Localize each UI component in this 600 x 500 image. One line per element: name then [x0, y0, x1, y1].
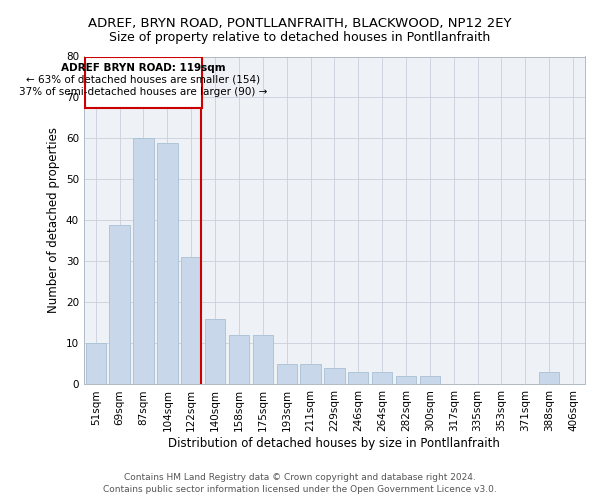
Text: Contains HM Land Registry data © Crown copyright and database right 2024.
Contai: Contains HM Land Registry data © Crown c…	[103, 472, 497, 494]
Bar	[324, 368, 344, 384]
Text: 37% of semi-detached houses are larger (90) →: 37% of semi-detached houses are larger (…	[19, 87, 268, 97]
Bar	[229, 336, 249, 384]
Bar	[301, 364, 320, 384]
Bar	[133, 138, 154, 384]
Text: Size of property relative to detached houses in Pontllanfraith: Size of property relative to detached ho…	[109, 31, 491, 44]
Bar	[348, 372, 368, 384]
Bar	[253, 336, 273, 384]
Bar	[539, 372, 559, 384]
X-axis label: Distribution of detached houses by size in Pontllanfraith: Distribution of detached houses by size …	[169, 437, 500, 450]
Bar	[277, 364, 297, 384]
Bar	[86, 344, 106, 384]
Text: ADREF, BRYN ROAD, PONTLLANFRAITH, BLACKWOOD, NP12 2EY: ADREF, BRYN ROAD, PONTLLANFRAITH, BLACKW…	[88, 18, 512, 30]
Y-axis label: Number of detached properties: Number of detached properties	[47, 128, 60, 314]
Bar	[181, 258, 202, 384]
Bar	[372, 372, 392, 384]
Bar	[85, 58, 202, 108]
Text: ADREF BRYN ROAD: 119sqm: ADREF BRYN ROAD: 119sqm	[61, 62, 226, 72]
Bar	[396, 376, 416, 384]
Bar	[205, 319, 225, 384]
Bar	[157, 142, 178, 384]
Text: ← 63% of detached houses are smaller (154): ← 63% of detached houses are smaller (15…	[26, 75, 260, 85]
Bar	[420, 376, 440, 384]
Bar	[109, 224, 130, 384]
